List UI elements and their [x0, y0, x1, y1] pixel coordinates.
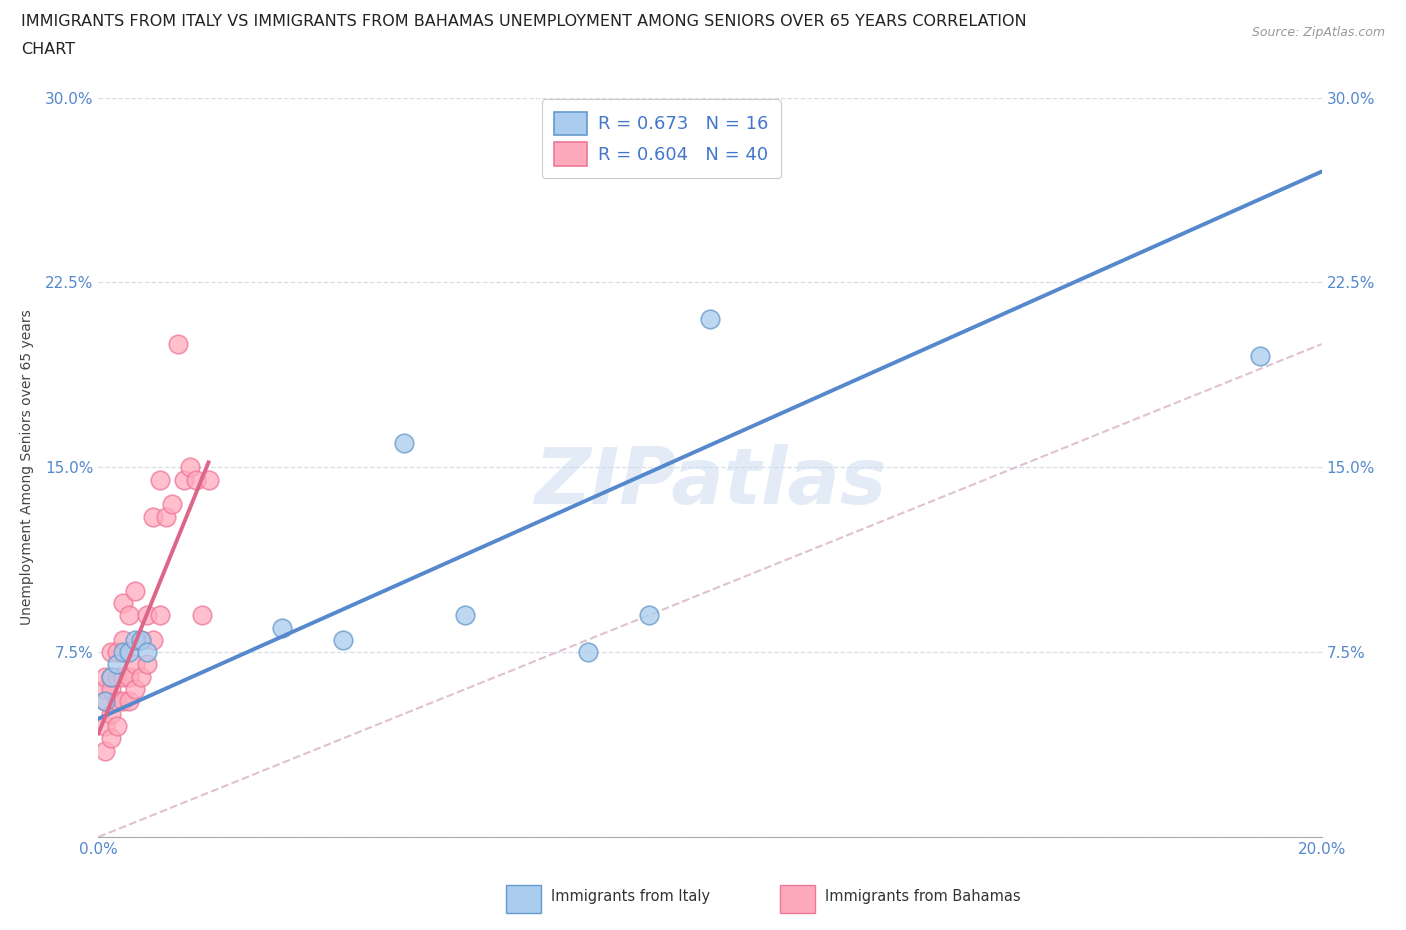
- Point: [129, 632, 152, 647]
- Y-axis label: Unemployment Among Seniors over 65 years: Unemployment Among Seniors over 65 years: [20, 310, 34, 625]
- Text: Immigrants from Bahamas: Immigrants from Bahamas: [825, 889, 1021, 904]
- Point: [118, 608, 141, 623]
- Point: [332, 632, 354, 647]
- Point: [105, 657, 128, 671]
- Point: [100, 644, 122, 659]
- Point: [186, 472, 208, 487]
- Point: [105, 694, 128, 709]
- Point: [111, 595, 134, 610]
- Point: [93, 694, 115, 709]
- Point: [136, 657, 159, 671]
- Text: ZIPatlas: ZIPatlas: [534, 445, 886, 520]
- Point: [100, 670, 122, 684]
- Point: [93, 719, 115, 734]
- Point: [129, 632, 152, 647]
- Point: [179, 460, 201, 474]
- Point: [637, 608, 661, 623]
- Point: [93, 743, 115, 758]
- Point: [129, 670, 152, 684]
- Point: [111, 644, 134, 659]
- Point: [111, 632, 134, 647]
- Point: [142, 632, 165, 647]
- Point: [93, 694, 115, 709]
- Legend: R = 0.673   N = 16, R = 0.604   N = 40: R = 0.673 N = 16, R = 0.604 N = 40: [541, 100, 780, 179]
- Point: [105, 719, 128, 734]
- Point: [197, 472, 219, 487]
- Point: [111, 670, 134, 684]
- Point: [270, 620, 292, 635]
- Point: [142, 510, 165, 525]
- Point: [118, 670, 141, 684]
- Point: [136, 644, 159, 659]
- Point: [93, 670, 115, 684]
- Point: [124, 583, 146, 598]
- Point: [392, 435, 416, 450]
- Point: [173, 472, 195, 487]
- Text: Immigrants from Italy: Immigrants from Italy: [551, 889, 710, 904]
- Text: IMMIGRANTS FROM ITALY VS IMMIGRANTS FROM BAHAMAS UNEMPLOYMENT AMONG SENIORS OVER: IMMIGRANTS FROM ITALY VS IMMIGRANTS FROM…: [21, 14, 1026, 29]
- Text: CHART: CHART: [21, 42, 75, 57]
- Point: [100, 670, 122, 684]
- Point: [191, 608, 214, 623]
- Point: [160, 497, 183, 512]
- Point: [124, 632, 146, 647]
- Point: [136, 608, 159, 623]
- Point: [1249, 349, 1271, 364]
- Point: [100, 731, 122, 746]
- Point: [699, 312, 721, 327]
- Point: [93, 682, 115, 697]
- Point: [111, 694, 134, 709]
- Point: [124, 682, 146, 697]
- Point: [100, 707, 122, 722]
- Point: [105, 644, 128, 659]
- Point: [149, 472, 172, 487]
- Point: [118, 644, 141, 659]
- Point: [155, 510, 177, 525]
- Point: [124, 657, 146, 671]
- Point: [167, 337, 190, 352]
- Point: [454, 608, 477, 623]
- Text: Source: ZipAtlas.com: Source: ZipAtlas.com: [1251, 26, 1385, 39]
- Point: [118, 694, 141, 709]
- Point: [576, 644, 599, 659]
- Point: [149, 608, 172, 623]
- Point: [100, 682, 122, 697]
- Point: [105, 670, 128, 684]
